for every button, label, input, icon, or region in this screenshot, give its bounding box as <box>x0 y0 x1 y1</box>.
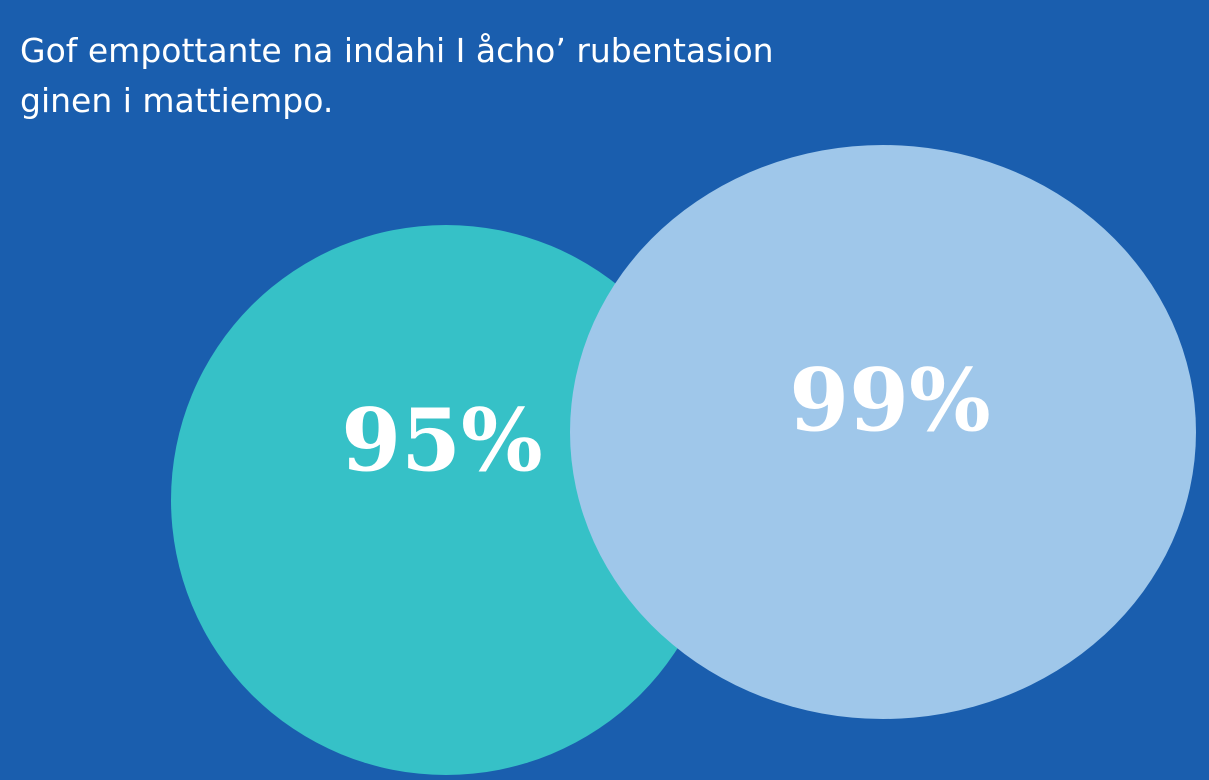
heading-line: Gof empottante na indahi I åcho’ rubenta… <box>20 31 774 70</box>
circle-label: 99% <box>789 351 990 452</box>
heading-line: ginen i mattiempo. <box>20 81 333 120</box>
light-circle <box>570 145 1196 719</box>
circle-label: 95% <box>341 391 542 492</box>
